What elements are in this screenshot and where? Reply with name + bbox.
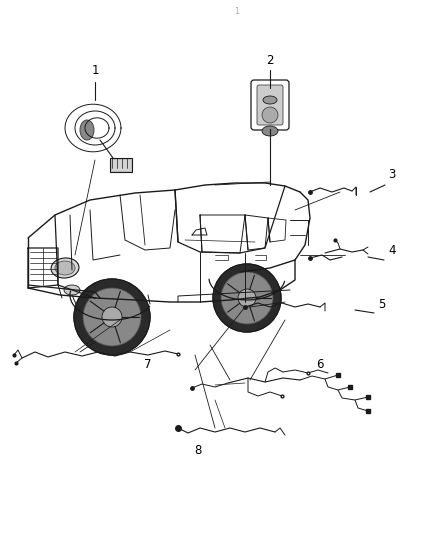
Ellipse shape [263, 96, 277, 104]
FancyBboxPatch shape [257, 85, 283, 125]
FancyBboxPatch shape [251, 80, 289, 130]
Ellipse shape [64, 285, 80, 295]
Text: 5: 5 [378, 298, 386, 311]
Text: 4: 4 [388, 244, 396, 256]
Text: 6: 6 [316, 359, 324, 372]
Circle shape [102, 307, 122, 327]
Ellipse shape [80, 120, 94, 140]
Circle shape [83, 288, 141, 346]
Bar [111, 159, 131, 171]
Ellipse shape [51, 258, 79, 278]
Text: 1: 1 [235, 7, 240, 17]
Text: 8: 8 [194, 443, 201, 456]
Bar [110, 158, 132, 172]
Ellipse shape [262, 126, 278, 136]
Circle shape [238, 289, 256, 307]
Circle shape [74, 279, 150, 355]
Circle shape [221, 272, 273, 324]
Text: 3: 3 [389, 168, 396, 182]
Text: 1: 1 [91, 63, 99, 77]
Text: 7: 7 [144, 359, 152, 372]
Ellipse shape [55, 261, 75, 275]
Text: 2: 2 [266, 53, 274, 67]
Circle shape [262, 107, 278, 123]
Circle shape [213, 264, 281, 332]
